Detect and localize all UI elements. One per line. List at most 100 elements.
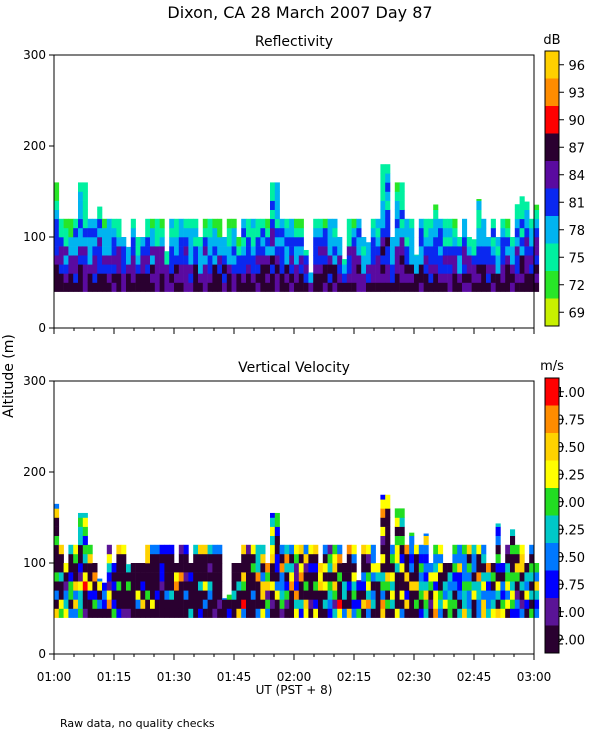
heatmap-cell	[433, 237, 439, 247]
heatmap-cell	[399, 264, 405, 274]
heatmap-cell	[394, 599, 400, 609]
heatmap-cell	[150, 255, 156, 265]
heatmap-cell	[529, 572, 535, 582]
heatmap-cell	[346, 264, 352, 274]
heatmap-cell	[217, 544, 223, 555]
heatmap-cell	[380, 182, 386, 192]
heatmap-cell	[265, 282, 271, 292]
heatmap-cell	[130, 255, 136, 265]
heatmap-cell	[394, 563, 400, 573]
heatmap-cell	[178, 590, 184, 600]
colorbar-swatch	[545, 543, 559, 571]
heatmap-cell	[82, 246, 88, 256]
heatmap-cell	[78, 218, 84, 229]
heatmap-cell	[476, 563, 482, 573]
heatmap-cell	[471, 608, 477, 618]
heatmap-cell	[284, 218, 290, 229]
heatmap-cell	[452, 599, 458, 609]
heatmap-cell	[385, 209, 391, 220]
heatmap-cell	[476, 581, 482, 591]
heatmap-cell	[289, 563, 295, 573]
heatmap-cell	[102, 255, 108, 265]
heatmap-cell	[394, 572, 400, 582]
heatmap-cell	[342, 273, 348, 283]
heatmap-cell	[111, 282, 117, 292]
heatmap-cell	[385, 246, 391, 256]
heatmap-cell	[87, 608, 93, 618]
heatmap-cell	[356, 237, 362, 247]
heatmap-cell	[289, 572, 295, 582]
colorbar-swatch	[545, 243, 559, 271]
heatmap-cell	[226, 599, 232, 609]
heatmap-cell	[255, 218, 261, 229]
heatmap-cell	[394, 273, 400, 283]
heatmap-cell	[385, 494, 391, 500]
heatmap-cell	[289, 608, 295, 618]
reflectivity-y-axis: 0 100 200 300	[23, 48, 54, 335]
heatmap-cell	[385, 191, 391, 201]
heatmap-cell	[140, 282, 146, 292]
heatmap-cell	[332, 563, 338, 573]
heatmap-cell	[207, 273, 213, 283]
heatmap-cell	[183, 246, 189, 256]
heatmap-cell	[236, 590, 242, 600]
heatmap-cell	[274, 553, 280, 564]
heatmap-cell	[356, 608, 362, 618]
heatmap-cell	[164, 251, 170, 256]
heatmap-cell	[241, 227, 247, 238]
heatmap-cell	[202, 553, 208, 564]
heatmap-cell	[414, 581, 420, 591]
heatmap-cell	[524, 563, 530, 573]
heatmap-cell	[442, 227, 448, 238]
heatmap-cell	[428, 282, 434, 292]
heatmap-cell	[332, 246, 338, 256]
heatmap-cell	[246, 218, 252, 229]
heatmap-cell	[135, 246, 141, 256]
heatmap-cell	[106, 563, 112, 573]
heatmap-cell	[97, 264, 103, 274]
heatmap-cell	[140, 255, 146, 265]
heatmap-cell	[222, 237, 228, 247]
heatmap-cell	[274, 218, 280, 229]
figure-title: Dixon, CA 28 March 2007 Day 87	[167, 3, 432, 22]
heatmap-cell	[135, 282, 141, 292]
heatmap-cell	[183, 544, 189, 555]
heatmap-cell	[519, 563, 525, 573]
heatmap-cell	[500, 590, 506, 600]
x-tick-label: 02:15	[337, 670, 372, 684]
heatmap-cell	[212, 273, 218, 283]
heatmap-cell	[414, 254, 420, 256]
heatmap-cell	[222, 282, 228, 292]
heatmap-cell	[433, 608, 439, 618]
y-tick-label: 200	[23, 139, 46, 153]
y-tick-label: 0	[38, 321, 46, 335]
heatmap-cell	[462, 553, 468, 564]
heatmap-cell	[78, 553, 84, 564]
heatmap-cell	[198, 590, 204, 600]
reflectivity-x-ticks	[53, 328, 535, 334]
heatmap-cell	[73, 255, 79, 265]
heatmap-cell	[97, 608, 103, 618]
heatmap-cell	[390, 282, 396, 292]
heatmap-cell	[428, 581, 434, 591]
heatmap-cell	[58, 218, 64, 229]
heatmap-cell	[169, 264, 175, 274]
heatmap-cell	[54, 608, 60, 618]
heatmap-cell	[486, 563, 492, 573]
heatmap-cell	[313, 563, 319, 573]
colorbar-label: 87	[568, 141, 585, 156]
heatmap-cell	[495, 523, 501, 527]
heatmap-cell	[380, 246, 386, 256]
heatmap-cell	[505, 553, 511, 564]
heatmap-cell	[92, 282, 98, 292]
heatmap-cell	[241, 264, 247, 274]
heatmap-cell	[246, 255, 252, 265]
heatmap-cell	[226, 237, 232, 247]
heatmap-cell	[274, 608, 280, 618]
colorbar-swatch	[545, 378, 559, 406]
heatmap-cell	[183, 608, 189, 618]
heatmap-cell	[87, 255, 93, 265]
heatmap-cell	[54, 237, 60, 247]
heatmap-cell	[121, 246, 127, 256]
heatmap-cell	[322, 246, 328, 256]
